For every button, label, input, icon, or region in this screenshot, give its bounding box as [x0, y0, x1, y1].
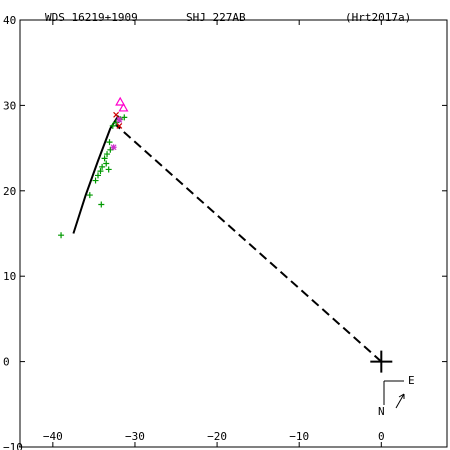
- tick-labels: −40 −30 −20 −10 0 −10 0 10 20 30 40: [3, 14, 385, 450]
- observation-plus: [109, 122, 116, 129]
- compass-north-label: N: [378, 405, 385, 418]
- reference-code: (Hrt2017a): [345, 11, 411, 24]
- y-tick-label: 10: [3, 270, 16, 283]
- x-tick-label: −10: [289, 430, 309, 443]
- x-tick-label: −30: [125, 430, 145, 443]
- orbit-arc: [72, 115, 120, 234]
- data-points: [58, 96, 393, 373]
- y-tick-label: −10: [3, 441, 23, 450]
- observation-plus: [104, 151, 111, 158]
- observation-star: [116, 116, 123, 123]
- observation-plus: [121, 114, 128, 121]
- observation-plus: [106, 139, 113, 146]
- wds-designation: WDS 16219+1909: [45, 11, 138, 24]
- observation-plus: [97, 168, 104, 175]
- compass-east-label: E: [408, 374, 415, 387]
- observation-triangle: [115, 96, 126, 106]
- motion-arrow-head: [398, 393, 405, 399]
- observation-plus: [95, 172, 102, 179]
- separation-line: [115, 124, 382, 363]
- motion-arrow: [395, 393, 405, 409]
- y-tick-label: 40: [3, 14, 16, 27]
- x-tick-label: 0: [378, 430, 385, 443]
- observation-plus: [103, 160, 110, 167]
- plot-frame: [19, 19, 448, 448]
- x-tick-label: −20: [207, 430, 227, 443]
- x-tick-label: −40: [43, 430, 63, 443]
- observation-x: [113, 111, 119, 118]
- observation-triangle: [118, 102, 129, 112]
- observation-x: [116, 122, 123, 129]
- y-tick-label: 0: [3, 356, 10, 369]
- observation-plus: [58, 232, 65, 239]
- observation-plus: [107, 146, 114, 153]
- y-tick-label: 20: [3, 185, 16, 198]
- observation-plus: [99, 163, 106, 170]
- compass-rose: N E: [378, 374, 415, 418]
- observation-plus: [98, 201, 105, 208]
- observation-plus: [113, 119, 120, 126]
- axis-ticks: [20, 19, 447, 448]
- observation-plus: [101, 155, 108, 162]
- observation-plus: [105, 166, 112, 173]
- discoverer-designation: SHJ 227AB: [186, 11, 246, 24]
- observation-plus: [86, 192, 93, 199]
- plot-border: [19, 19, 448, 448]
- y-tick-label: 30: [3, 99, 16, 112]
- observation-star: [110, 144, 117, 151]
- observation-plus: [92, 177, 99, 184]
